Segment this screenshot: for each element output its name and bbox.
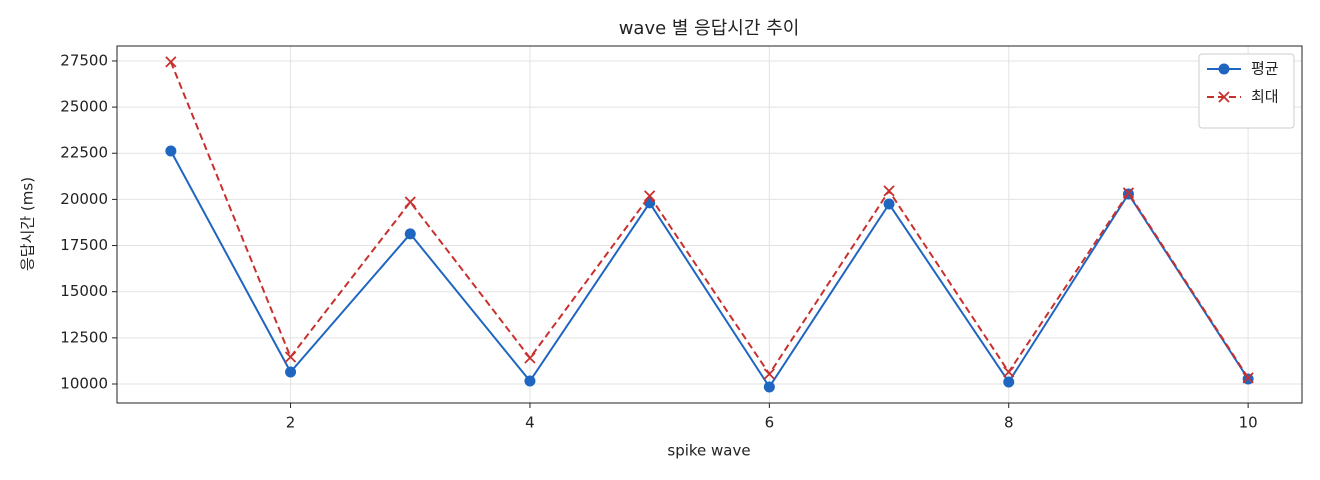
- y-axis-label: 응답시간 (ms): [19, 177, 37, 271]
- legend-marker: [1218, 91, 1230, 103]
- chart-title: wave 별 응답시간 추이: [619, 18, 800, 39]
- marker: [404, 228, 416, 240]
- legend-label: 최대: [1251, 88, 1279, 106]
- y-tick-label: 20000: [60, 190, 108, 208]
- x-axis-label: spike wave: [667, 442, 750, 460]
- marker: [1003, 376, 1015, 388]
- marker: [1242, 372, 1254, 384]
- x-tick-label: 2: [286, 414, 296, 432]
- marker: [524, 375, 536, 387]
- series-line: [169, 150, 1249, 389]
- y-tick-label: 27500: [60, 51, 108, 69]
- legend-marker: [1218, 63, 1230, 75]
- y-tick-label: 25000: [60, 98, 108, 116]
- marker: [763, 381, 775, 393]
- marker: [165, 145, 177, 157]
- y-tick-label: 22500: [60, 144, 108, 162]
- marker: [285, 366, 297, 378]
- legend-label: 평균: [1251, 60, 1279, 78]
- marker: [524, 352, 536, 364]
- legend-frame: [1198, 53, 1295, 129]
- marker: [1003, 366, 1015, 378]
- plot-frame: [116, 45, 1303, 404]
- marker: [404, 196, 416, 208]
- marker: [883, 198, 895, 210]
- marker: [763, 368, 775, 380]
- marker: [883, 185, 895, 197]
- marker: [284, 351, 297, 363]
- y-tick-label: 10000: [60, 374, 108, 392]
- x-tick-label: 10: [1239, 414, 1258, 432]
- y-tick-label: 17500: [60, 236, 108, 254]
- x-tick-label: 6: [765, 414, 775, 432]
- marker: [1122, 187, 1135, 199]
- marker: [165, 56, 177, 68]
- x-tick-label: 4: [525, 414, 535, 432]
- y-tick-label: 12500: [60, 328, 108, 346]
- x-tick-label: 8: [1004, 414, 1014, 432]
- marker: [644, 190, 656, 202]
- y-tick-label: 15000: [60, 282, 108, 300]
